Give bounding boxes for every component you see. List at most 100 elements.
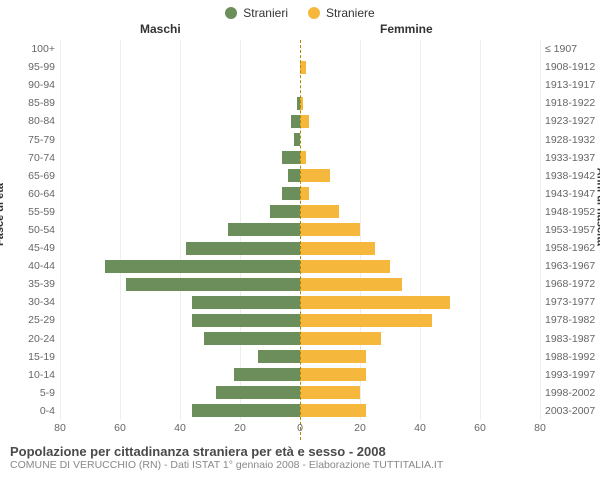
bar-male [216, 386, 300, 399]
birth-year-label: 1913-1917 [545, 79, 600, 91]
bar-male [228, 223, 300, 236]
legend-label-male: Stranieri [243, 6, 288, 20]
y-axis-title-left: Fasce di età [0, 183, 6, 246]
legend-label-female: Straniere [326, 6, 375, 20]
legend: Stranieri Straniere [0, 0, 600, 20]
bar-female [300, 242, 375, 255]
x-tick-label: 20 [234, 422, 246, 434]
age-label: 10-14 [22, 369, 55, 381]
x-tick-label: 80 [54, 422, 66, 434]
bar-male [288, 169, 300, 182]
bar-female [300, 386, 360, 399]
bar-female [300, 314, 432, 327]
gridline [540, 40, 541, 420]
column-header-left: Maschi [140, 22, 181, 36]
age-label: 50-54 [22, 224, 55, 236]
birth-year-label: 1993-1997 [545, 369, 600, 381]
age-label: 60-64 [22, 188, 55, 200]
birth-year-label: 1983-1987 [545, 333, 600, 345]
center-divider [300, 40, 301, 440]
x-tick-label: 40 [414, 422, 426, 434]
bar-female [300, 350, 366, 363]
bar-female [300, 278, 402, 291]
bar-female [300, 260, 390, 273]
chart-container: Stranieri Straniere Maschi Femmine Fasce… [0, 0, 600, 500]
bar-male [258, 350, 300, 363]
birth-year-label: 1973-1977 [545, 296, 600, 308]
bar-male [204, 332, 300, 345]
age-label: 70-74 [22, 152, 55, 164]
age-label: 25-29 [22, 314, 55, 326]
age-label: 90-94 [22, 79, 55, 91]
bar-female [300, 115, 309, 128]
birth-year-label: 1968-1972 [545, 278, 600, 290]
bar-male [192, 296, 300, 309]
birth-year-label: 1958-1962 [545, 242, 600, 254]
bar-male [186, 242, 300, 255]
bar-male [234, 368, 300, 381]
age-label: 55-59 [22, 206, 55, 218]
age-label: 5-9 [22, 387, 55, 399]
birth-year-label: 1938-1942 [545, 170, 600, 182]
birth-year-label: 1933-1937 [545, 152, 600, 164]
x-tick-label: 60 [474, 422, 486, 434]
x-tick-label: 0 [297, 422, 303, 434]
age-label: 85-89 [22, 97, 55, 109]
age-label: 40-44 [22, 260, 55, 272]
x-tick-label: 40 [174, 422, 186, 434]
age-label: 45-49 [22, 242, 55, 254]
age-label: 15-19 [22, 351, 55, 363]
age-label: 20-24 [22, 333, 55, 345]
birth-year-label: 1923-1927 [545, 115, 600, 127]
column-headers: Maschi Femmine [0, 20, 600, 40]
birth-year-label: 1988-1992 [545, 351, 600, 363]
birth-year-label: 1908-1912 [545, 61, 600, 73]
x-tick-label: 60 [114, 422, 126, 434]
plot-area: Fasce di età Anni di nascita 100+≤ 19079… [0, 40, 600, 440]
age-label: 75-79 [22, 134, 55, 146]
age-label: 65-69 [22, 170, 55, 182]
age-label: 35-39 [22, 278, 55, 290]
bar-male [105, 260, 300, 273]
age-label: 30-34 [22, 296, 55, 308]
bar-female [300, 205, 339, 218]
age-label: 80-84 [22, 115, 55, 127]
bar-male [291, 115, 300, 128]
bar-female [300, 223, 360, 236]
age-label: 0-4 [22, 405, 55, 417]
bar-female [300, 404, 366, 417]
legend-item-female: Straniere [308, 6, 375, 20]
birth-year-label: 1928-1932 [545, 134, 600, 146]
legend-item-male: Stranieri [225, 6, 288, 20]
age-label: 100+ [22, 43, 55, 55]
age-label: 95-99 [22, 61, 55, 73]
birth-year-label: 1998-2002 [545, 387, 600, 399]
column-header-right: Femmine [380, 22, 433, 36]
bar-female [300, 296, 450, 309]
legend-swatch-female [308, 7, 320, 19]
footer-title: Popolazione per cittadinanza straniera p… [10, 444, 590, 459]
bar-male [126, 278, 300, 291]
bar-female [300, 332, 381, 345]
footer-subtitle: COMUNE DI VERUCCHIO (RN) - Dati ISTAT 1°… [10, 459, 590, 471]
birth-year-label: 2003-2007 [545, 405, 600, 417]
bar-male [192, 314, 300, 327]
bar-male [270, 205, 300, 218]
bar-male [192, 404, 300, 417]
birth-year-label: 1978-1982 [545, 314, 600, 326]
bar-female [300, 187, 309, 200]
birth-year-label: 1918-1922 [545, 97, 600, 109]
bar-male [282, 187, 300, 200]
x-tick-label: 20 [354, 422, 366, 434]
bar-male [282, 151, 300, 164]
legend-swatch-male [225, 7, 237, 19]
birth-year-label: 1943-1947 [545, 188, 600, 200]
birth-year-label: 1948-1952 [545, 206, 600, 218]
footer: Popolazione per cittadinanza straniera p… [0, 440, 600, 471]
x-tick-label: 80 [534, 422, 546, 434]
bar-female [300, 169, 330, 182]
bar-female [300, 368, 366, 381]
birth-year-label: 1963-1967 [545, 260, 600, 272]
birth-year-label: ≤ 1907 [545, 43, 600, 55]
x-axis: 80604020020406080 [60, 420, 540, 440]
